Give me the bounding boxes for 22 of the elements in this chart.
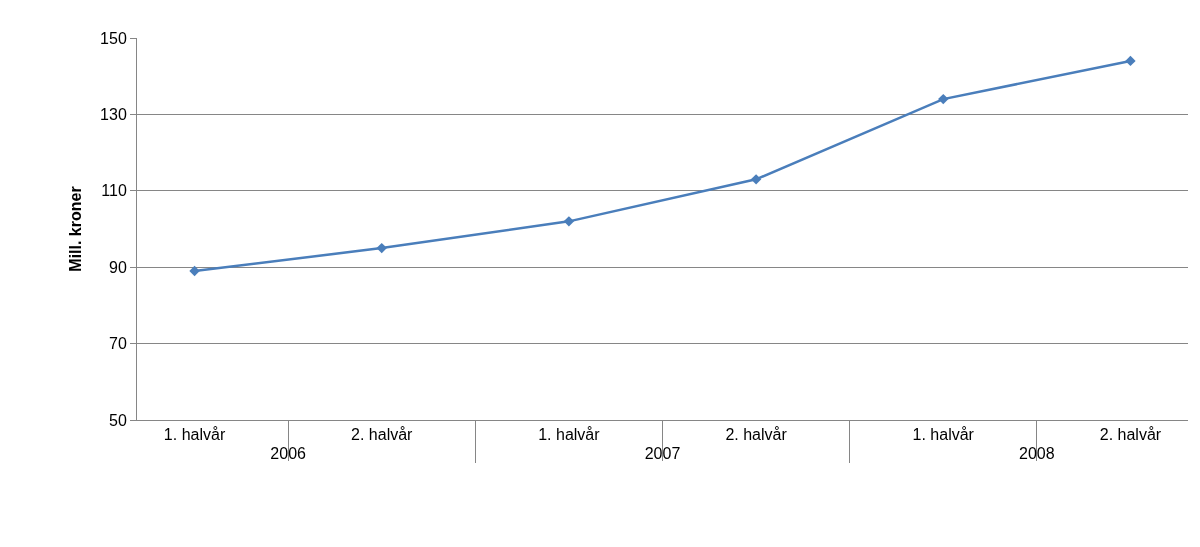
point: [189, 265, 200, 277]
point: [750, 174, 762, 185]
x-tick-label: 2. halvår: [1099, 426, 1162, 444]
y-tick-label: 130: [100, 106, 127, 123]
y-tick-label: 110: [101, 182, 127, 200]
text: 2006: [270, 445, 307, 463]
point: [1125, 55, 1136, 67]
x-tick-label: 1. halvår: [538, 426, 601, 444]
x-tick-label: 1. halvår: [912, 426, 975, 444]
text: 2007: [644, 445, 681, 463]
y-axis-title: Mill. kroner: [67, 186, 84, 272]
x-tick-label: 2. halvår: [725, 426, 788, 444]
point: [938, 93, 949, 105]
point: [376, 242, 387, 254]
y-tick-label: 50: [109, 411, 127, 429]
text: 2008: [1019, 445, 1055, 463]
y-tick-label: 70: [109, 335, 127, 353]
x-tick-label: 2. halvår: [351, 426, 414, 444]
y-tick-label: 90: [109, 258, 127, 276]
x-tick-label: 1. halvår: [163, 426, 226, 444]
point: [563, 216, 575, 227]
y-tick-label: 150: [100, 29, 127, 47]
